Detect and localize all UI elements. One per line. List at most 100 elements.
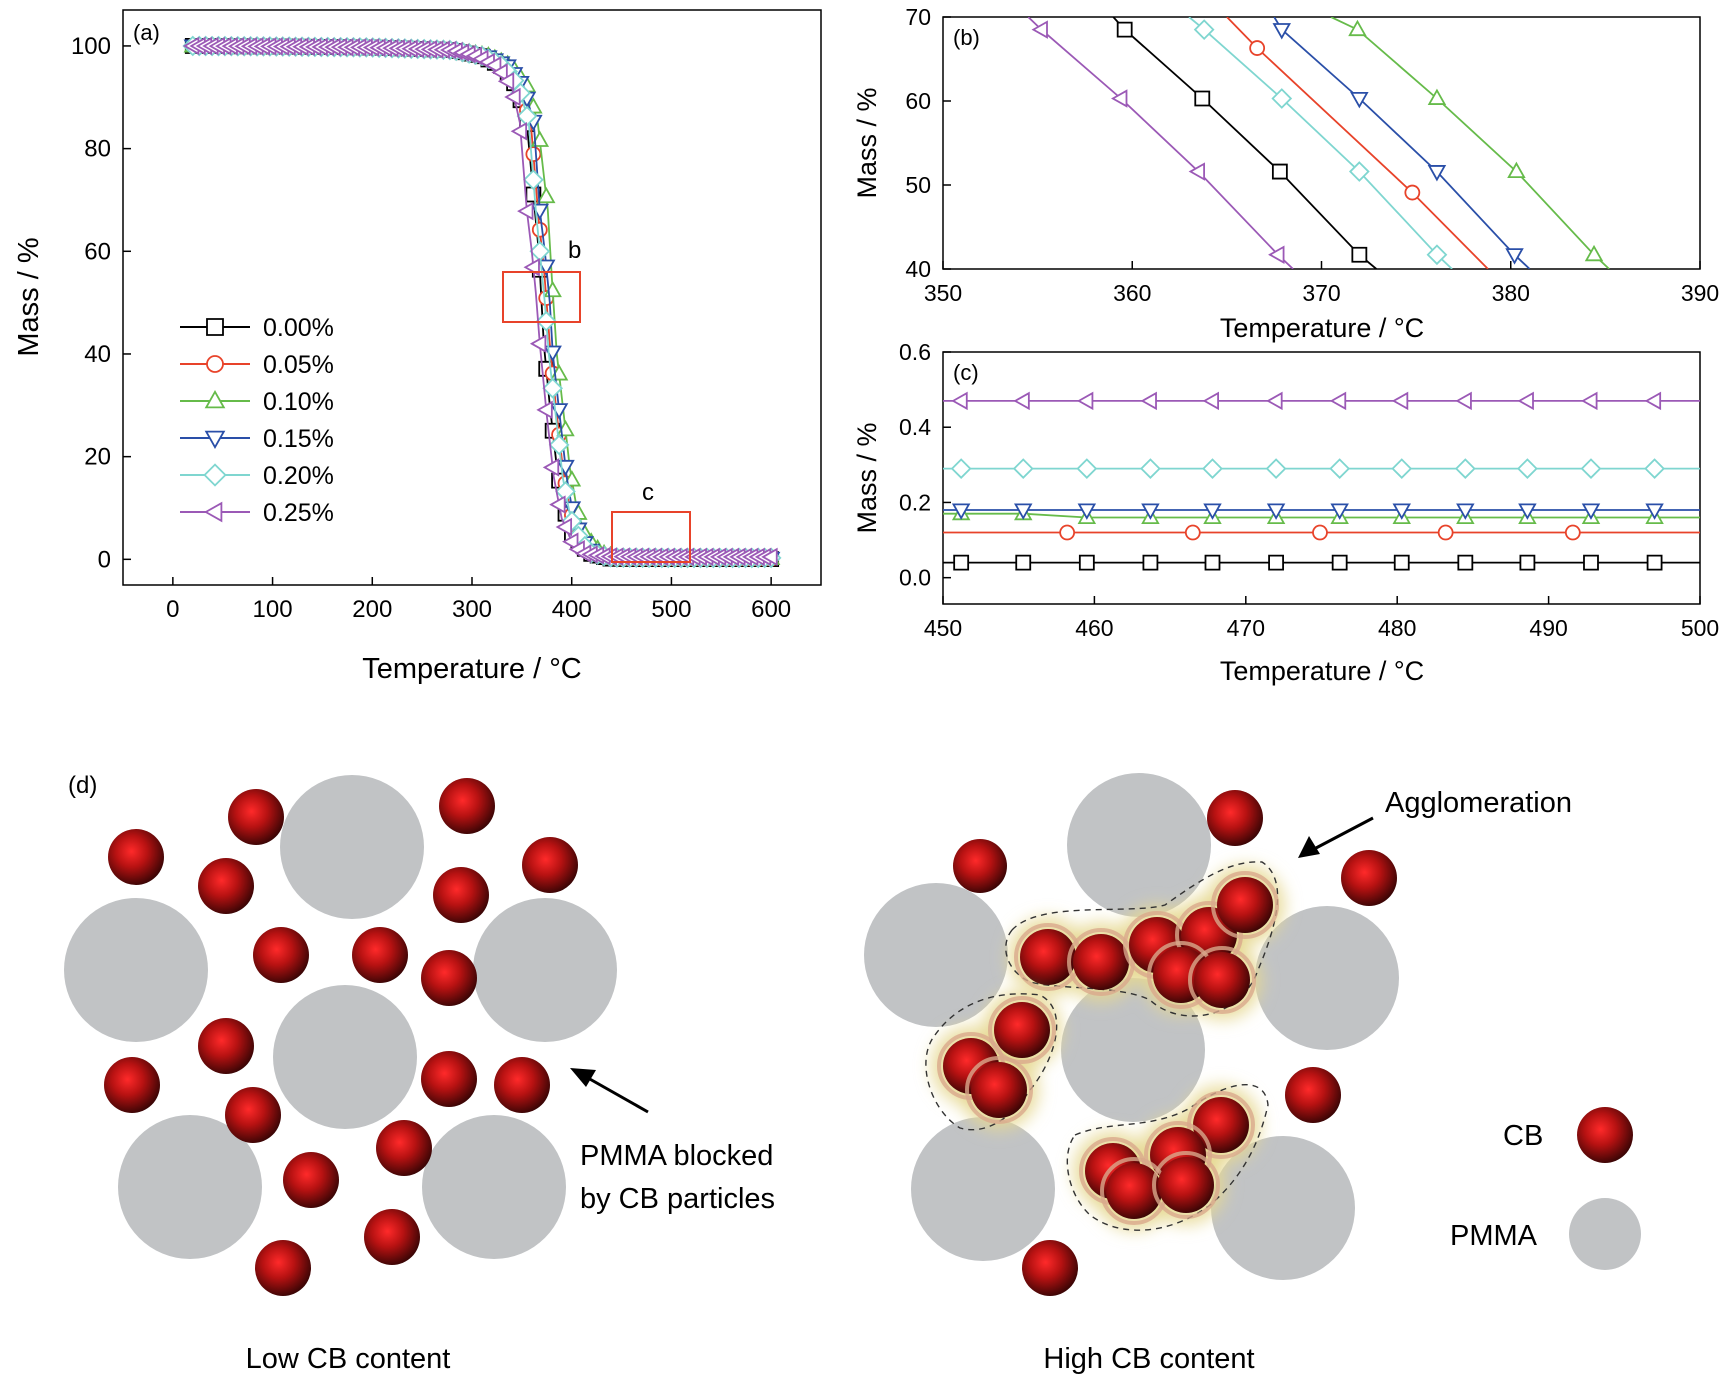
high-cb-schematic: [864, 773, 1399, 1296]
cb-particle-left-5: [433, 867, 489, 923]
legend-marker-0: [206, 318, 224, 336]
b-series-line-2: [1330, 17, 1610, 269]
c-series-3-point-2: [1013, 503, 1033, 520]
c-series-0-point-10: [1519, 554, 1536, 571]
c-series-5-point-1: [951, 391, 968, 411]
b-series-5-point-3: [1188, 162, 1205, 181]
a-series-4-point: [523, 169, 544, 191]
left-caption: Low CB content: [246, 1343, 451, 1375]
panel-b-x-axis-label: Temperature / °C: [1220, 313, 1424, 343]
c-series-4-point-7: [1329, 458, 1351, 479]
c-x-tick-label-3: 480: [1378, 615, 1416, 641]
agglomerate-0-ring-6: [1188, 946, 1256, 1014]
cb-particle-left-6: [253, 927, 309, 983]
agglomerate-0: [1005, 861, 1285, 1020]
c-series-3-point-3: [1077, 503, 1097, 520]
b-series-1-point-1: [1249, 40, 1266, 56]
c-series-5-point-8: [1391, 391, 1409, 411]
agglomerate-1-ring-0: [988, 996, 1056, 1064]
pmma-particle-left-1: [64, 898, 208, 1042]
a-x-tick-label-5: 500: [651, 596, 691, 623]
c-series-1-point-4: [1437, 524, 1454, 541]
c-series-3-point-5: [1203, 503, 1222, 520]
cb-particle-left-2: [108, 829, 164, 885]
agglomerate-2-ring-4: [1152, 1151, 1220, 1219]
zoom-box-c: [611, 511, 691, 563]
left-annotation-line-2: by CB particles: [580, 1183, 775, 1215]
cb-particle-right-3: [1285, 1067, 1341, 1123]
c-series-5-point-7: [1329, 391, 1347, 411]
c-series-4-point-1: [950, 458, 972, 479]
a-y-tick-label-3: 60: [84, 238, 111, 265]
panel-c-x-axis-label: Temperature / °C: [1220, 656, 1424, 686]
b-series-4-point-3: [1348, 161, 1370, 182]
panel-a-axes: 0 100 200 300 400 500 600 0 20 40 60 80 100: [71, 33, 791, 623]
panel-a-frame: [122, 9, 822, 586]
panel-c-series: [943, 391, 1700, 571]
left-annotation-line-1: PMMA blocked: [580, 1140, 773, 1172]
b-series-3-point-1: [1272, 23, 1292, 40]
c-series-5-point-5: [1202, 391, 1219, 411]
b-y-tick-label-0: 40: [905, 256, 931, 282]
c-series-3-point-10: [1518, 503, 1537, 520]
b-x-tick-label-4: 390: [1681, 280, 1719, 306]
zoom-box-c-label: c: [642, 479, 654, 506]
legend-cb-particle: [1577, 1107, 1633, 1163]
cb-particle-left-16: [364, 1209, 420, 1265]
c-series-0-point-1: [953, 554, 970, 571]
b-series-0-point-2: [1194, 90, 1211, 107]
agglomerate-2-cb-4: [1158, 1157, 1214, 1213]
b-x-tick-label-2: 370: [1302, 280, 1340, 306]
b-series-2-point-3: [1507, 161, 1526, 179]
c-series-0-point-6: [1268, 554, 1284, 571]
cb-particle-left-0: [228, 789, 284, 845]
c-x-tick-label-1: 460: [1075, 615, 1113, 641]
c-series-5-point-11: [1581, 391, 1598, 411]
b-series-line-4: [1188, 17, 1453, 269]
a-series-5-point: [491, 63, 508, 82]
legend-pmma-particle: [1569, 1198, 1641, 1270]
a-x-tick-label-2: 200: [352, 596, 392, 623]
agglomerate-0-cb-0: [1020, 929, 1076, 985]
legend-label-2: 0.10%: [263, 388, 334, 416]
a-series-5-point: [517, 201, 534, 221]
b-series-0-point-1: [1116, 21, 1133, 38]
agglomerate-0-ring-4: [1211, 871, 1279, 939]
pmma-particle-left-4: [118, 1115, 262, 1259]
b-x-tick-label-1: 360: [1113, 280, 1151, 306]
cb-particle-left-7: [352, 927, 408, 983]
c-series-5-point-9: [1455, 391, 1472, 411]
cb-particle-left-13: [225, 1087, 281, 1143]
pmma-particle-left-0: [280, 775, 424, 919]
agglomerate-0-ring-1: [1067, 928, 1135, 996]
c-series-3-point-12: [1645, 503, 1664, 520]
a-series-5-point: [761, 547, 778, 567]
c-y-tick-label-0: 0.0: [899, 565, 931, 591]
c-y-tick-label-3: 0.6: [899, 339, 931, 365]
legend-marker-5: [203, 501, 223, 523]
b-series-line-3: [1273, 17, 1531, 269]
c-series-4-point-10: [1517, 458, 1538, 479]
c-series-1-point-5: [1564, 524, 1581, 541]
cb-particle-left-3: [198, 858, 254, 914]
c-series-4-point-4: [1140, 458, 1161, 479]
c-series-3-point-6: [1266, 503, 1286, 520]
a-x-tick-label-1: 100: [253, 596, 293, 623]
low-cb-schematic: [64, 775, 617, 1296]
legend-marker-1: [206, 355, 224, 373]
c-series-0-point-8: [1393, 554, 1410, 571]
c-series-1-point-3: [1312, 524, 1328, 541]
c-series-3-point-8: [1392, 503, 1411, 520]
legend-marker-2: [204, 389, 226, 409]
cb-particle-left-14: [376, 1120, 432, 1176]
panel-c-frame: [942, 351, 1701, 605]
c-series-0-point-4: [1142, 554, 1159, 571]
a-y-tick-label-5: 100: [71, 33, 111, 60]
b-series-5-point-1: [1031, 20, 1048, 39]
c-series-4-point-11: [1580, 458, 1602, 479]
cb-particle-right-4: [1022, 1240, 1078, 1296]
c-y-tick-label-2: 0.4: [899, 414, 931, 440]
agglomerate-0-cb-1: [1073, 934, 1129, 990]
cb-particle-left-17: [255, 1240, 311, 1296]
